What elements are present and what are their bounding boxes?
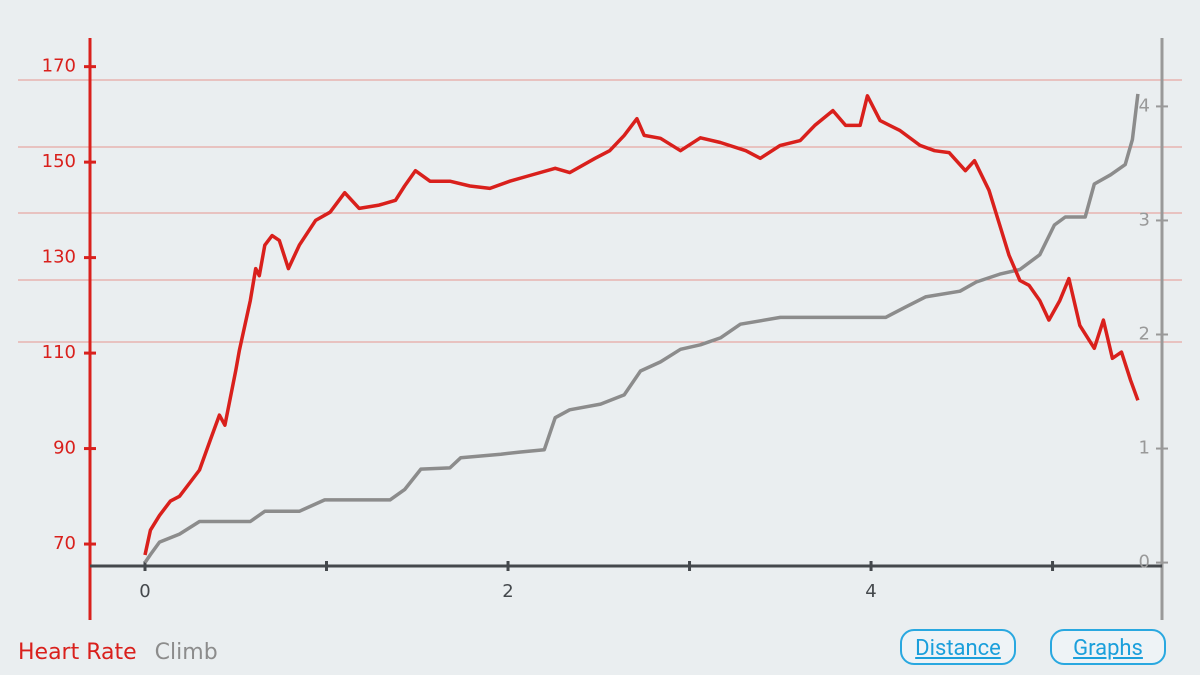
y2-tick-label: 2 bbox=[1139, 324, 1150, 345]
y2-tick-label: 0 bbox=[1139, 552, 1150, 573]
x-tick-label: 0 bbox=[139, 581, 150, 602]
legend-entry: Climb bbox=[155, 640, 218, 665]
y-tick-label: 110 bbox=[42, 342, 76, 363]
y-tick-label: 90 bbox=[53, 438, 76, 459]
y-tick-label: 150 bbox=[42, 151, 76, 172]
x-tick-label: 2 bbox=[502, 581, 513, 602]
distance-button[interactable]: Distance bbox=[900, 629, 1016, 665]
y2-tick-label: 3 bbox=[1139, 209, 1150, 230]
series-line bbox=[143, 94, 1140, 556]
y-tick-label: 130 bbox=[42, 247, 76, 268]
graphs-button[interactable]: Graphs bbox=[1050, 629, 1166, 665]
y-tick-label: 170 bbox=[42, 56, 76, 77]
y2-tick-label: 1 bbox=[1139, 438, 1150, 459]
legend-entry: Heart Rate bbox=[18, 640, 137, 665]
x-tick-label: 4 bbox=[865, 581, 876, 602]
y-tick-label: 70 bbox=[53, 533, 76, 554]
series-line bbox=[143, 93, 1140, 564]
decor-grid bbox=[18, 79, 1182, 343]
y2-tick-label: 4 bbox=[1139, 95, 1150, 116]
